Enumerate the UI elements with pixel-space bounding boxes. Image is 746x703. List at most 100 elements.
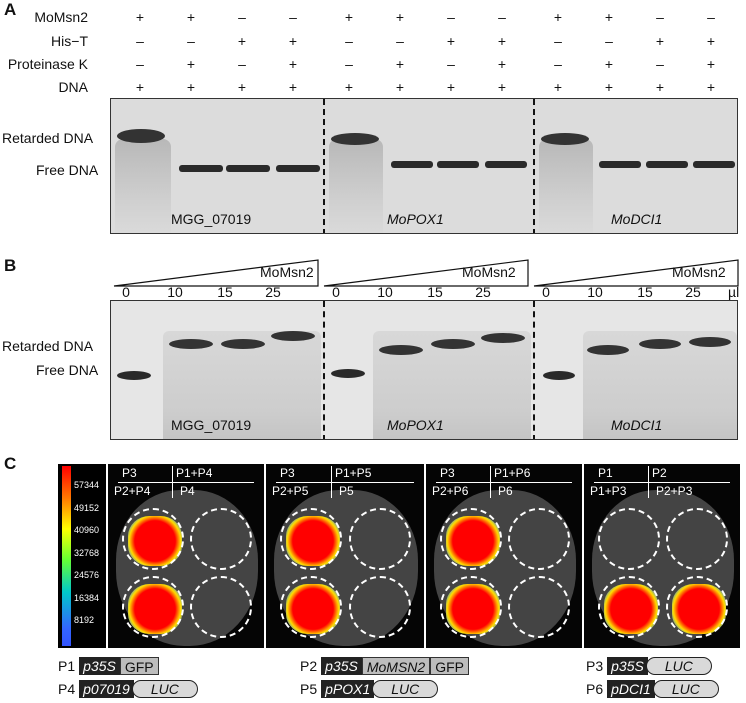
infiltration-circle <box>508 508 570 570</box>
sign-cell: + <box>288 79 298 95</box>
sign-cell: + <box>604 56 614 72</box>
sign-cell: – <box>447 9 455 25</box>
grid-line <box>490 466 491 498</box>
smear <box>329 139 383 233</box>
lane-divider <box>533 301 535 439</box>
grid-line <box>436 482 572 483</box>
sign-cell: – <box>136 56 144 72</box>
infiltration-label: P4 <box>180 484 195 498</box>
sign-cell: + <box>186 56 196 72</box>
construct-p2: P2 p35S MoMSN2 GFP <box>300 657 469 675</box>
sign-cell: + <box>344 9 354 25</box>
infiltration-circle <box>666 508 728 570</box>
construct-id: P4 <box>58 681 76 697</box>
construct-p3: P3 p35S LUC <box>586 657 712 675</box>
free-band <box>117 371 151 380</box>
free-band <box>179 165 223 172</box>
leaf-panel: P3 P1+P5 P2+P5 P5 <box>266 464 424 648</box>
sign-cell: + <box>706 56 716 72</box>
sign-cell: – <box>396 33 404 49</box>
infiltration-label: P3 <box>122 466 137 480</box>
free-band <box>331 369 365 378</box>
retarded-band <box>221 339 265 349</box>
construct-id: P1 <box>58 658 76 674</box>
infiltration-label: P2+P3 <box>656 484 693 498</box>
scale-tick-label: 40960 <box>74 525 100 535</box>
retarded-band <box>541 133 589 145</box>
infiltration-label: P2+P6 <box>432 484 469 498</box>
gel-b: MGG_07019 MoPOX1 MoDCI1 <box>110 300 738 440</box>
smear <box>115 139 171 233</box>
construct-p6: P6 pDCI1 LUC <box>586 680 719 698</box>
promoter-box: pPOX1 <box>321 680 375 698</box>
free-band <box>543 371 575 380</box>
infiltration-label: P2 <box>652 466 667 480</box>
color-scale-panel: 57344 49152 40960 32768 24576 16384 8192 <box>58 464 106 648</box>
infiltration-label: P2+P5 <box>272 484 309 498</box>
free-band <box>226 165 270 172</box>
lane-divider <box>323 301 325 439</box>
grid-line <box>594 482 730 483</box>
concentration-label: 15 <box>427 284 443 300</box>
sign-cell: – <box>554 56 562 72</box>
sign-cell: + <box>135 9 145 25</box>
gene-label: MoPOX1 <box>387 211 444 227</box>
infiltration-label: P5 <box>339 484 354 498</box>
wedge-label: MoMsn2 <box>462 264 516 280</box>
free-band <box>485 161 527 168</box>
panel-b-letter: B <box>4 256 17 275</box>
sign-cell: – <box>289 9 297 25</box>
concentration-label: 15 <box>637 284 653 300</box>
sign-cell: + <box>344 79 354 95</box>
infiltration-label: P1+P3 <box>590 484 627 498</box>
grid-line <box>331 466 332 498</box>
construct-id: P6 <box>586 681 604 697</box>
concentration-label: 25 <box>685 284 701 300</box>
sign-cell: – <box>238 9 246 25</box>
row-label-his-t: His−T <box>51 33 88 49</box>
promoter-box: p07019 <box>79 680 134 698</box>
sign-cell: – <box>447 56 455 72</box>
infiltration-label: P1+P6 <box>494 466 531 480</box>
retarded-band <box>431 339 475 349</box>
sign-cell: + <box>135 79 145 95</box>
retarded-band <box>689 337 731 347</box>
sign-cell: + <box>655 33 665 49</box>
construct-id: P3 <box>586 658 604 674</box>
grid-line <box>172 466 173 498</box>
free-band <box>437 161 479 168</box>
sign-cell: + <box>395 79 405 95</box>
infiltration-label: P1+P4 <box>176 466 213 480</box>
infiltration-label: P6 <box>498 484 513 498</box>
panel-c-letter: C <box>4 454 17 473</box>
sign-cell: + <box>288 56 298 72</box>
concentration-label: 25 <box>265 284 281 300</box>
sign-cell: + <box>706 79 716 95</box>
sign-cell: + <box>497 79 507 95</box>
sign-cell: – <box>605 33 613 49</box>
reporter-box: LUC <box>652 680 719 698</box>
concentration-label: 0 <box>332 284 340 300</box>
construct-id: P2 <box>300 658 318 674</box>
gel-a: MGG_07019 MoPOX1 MoDCI1 <box>110 98 738 234</box>
sign-cell: + <box>553 9 563 25</box>
infiltration-circle <box>440 576 502 638</box>
infiltration-circle <box>190 576 252 638</box>
construct-p5: P5 pPOX1 LUC <box>300 680 439 698</box>
promoter-box: p35S <box>321 657 362 675</box>
retarded-band <box>379 345 423 355</box>
infiltration-circle <box>122 508 184 570</box>
row-label-proteinase-k: Proteinase K <box>7 56 88 72</box>
gene-label: MoPOX1 <box>387 417 444 433</box>
sign-cell: + <box>497 56 507 72</box>
sign-cell: + <box>497 33 507 49</box>
sign-cell: + <box>186 79 196 95</box>
retarded-band <box>481 333 525 343</box>
row-label-dna: DNA <box>58 79 88 95</box>
infiltration-circle <box>598 576 660 638</box>
free-dna-label: Free DNA <box>36 162 99 178</box>
sign-cell: – <box>238 56 246 72</box>
infiltration-circle <box>349 508 411 570</box>
sign-cell: – <box>656 9 664 25</box>
construct-p1: P1 p35S GFP <box>58 657 159 675</box>
